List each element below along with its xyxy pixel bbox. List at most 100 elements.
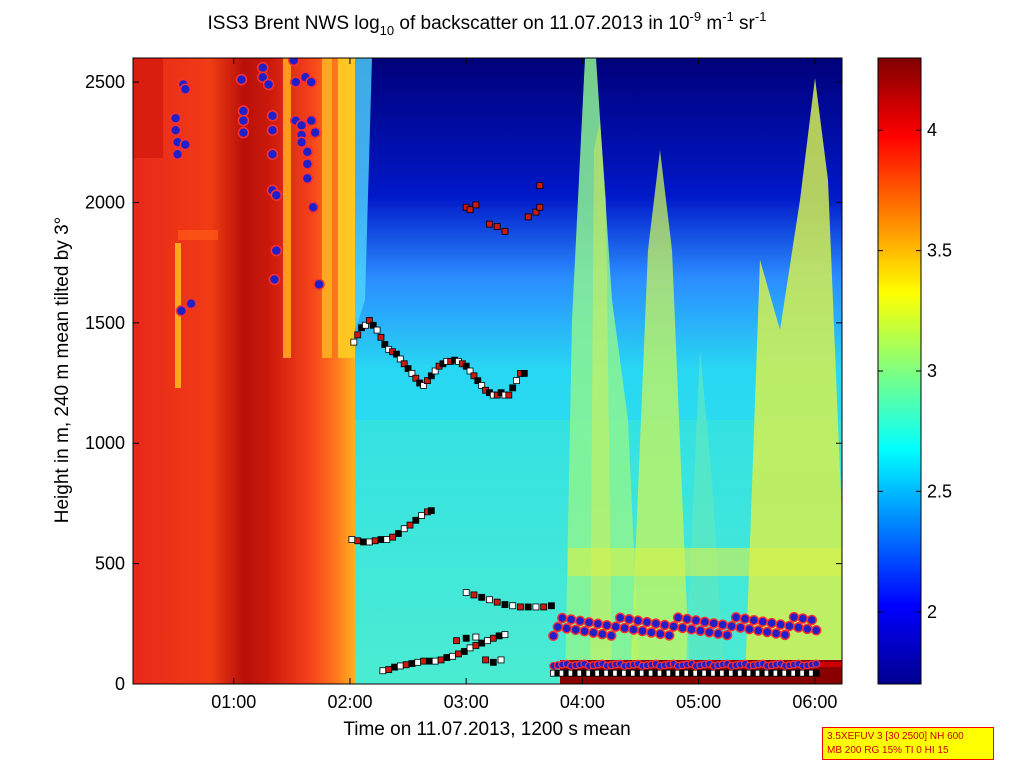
scatter-square bbox=[484, 637, 491, 645]
scatter-dot bbox=[561, 623, 572, 634]
scatter-square bbox=[360, 538, 367, 546]
scatter-dot bbox=[592, 618, 604, 630]
scatter-dot bbox=[309, 126, 321, 139]
colorbar bbox=[877, 57, 922, 685]
scatter-square bbox=[486, 596, 493, 604]
scatter-dot bbox=[659, 619, 670, 631]
scatter-dot bbox=[726, 620, 737, 632]
scatter-square bbox=[391, 663, 398, 671]
scatter-dot bbox=[766, 617, 777, 629]
scatter-dot bbox=[268, 273, 281, 286]
x-tick-label: 04:00 bbox=[560, 692, 605, 712]
y-tick-label: 1000 bbox=[85, 433, 125, 453]
scatter-square bbox=[472, 642, 480, 649]
scatter-square bbox=[400, 525, 408, 533]
scatter-dot bbox=[632, 615, 644, 626]
scatter-square bbox=[365, 317, 373, 324]
scatter-square bbox=[520, 370, 528, 377]
scatter-dot bbox=[628, 624, 639, 635]
scatter-square bbox=[396, 355, 404, 363]
scatter-square bbox=[532, 603, 540, 611]
scatter-dot bbox=[744, 623, 755, 635]
scatter-dot bbox=[650, 618, 662, 629]
scatter-dot bbox=[788, 611, 800, 623]
scatter-dot bbox=[301, 158, 314, 170]
scatter-square bbox=[437, 656, 445, 664]
scatter-square bbox=[478, 593, 486, 601]
scatter-square bbox=[486, 220, 493, 228]
plume-4 bbox=[745, 78, 842, 684]
y-tick-label: 1500 bbox=[85, 313, 125, 333]
settings-info-box: 3.5XEFUV 3 [30 2500] NH 600 MB 200 RG 15… bbox=[822, 727, 994, 760]
scatter-square bbox=[812, 669, 820, 677]
scatter-dot bbox=[717, 619, 728, 631]
yellow-strip bbox=[568, 548, 842, 576]
scatter-dot bbox=[708, 618, 720, 629]
scatter-dot bbox=[690, 615, 702, 626]
scatter-square bbox=[524, 213, 532, 221]
scatter-dot bbox=[704, 626, 715, 638]
scatter-square bbox=[400, 360, 408, 368]
y-tick-label: 500 bbox=[95, 554, 125, 574]
scatter-dot bbox=[619, 622, 630, 634]
orange-strip bbox=[283, 58, 291, 358]
info-line-1: 3.5XEFUV 3 [30 2500] NH 600 bbox=[827, 731, 964, 742]
scatter-square bbox=[497, 656, 505, 664]
scatter-square bbox=[408, 660, 416, 667]
scatter-square bbox=[472, 201, 480, 209]
scatter-dot bbox=[295, 136, 308, 149]
scatter-dot bbox=[739, 613, 751, 625]
scatter-dot bbox=[570, 624, 581, 636]
x-tick-label: 06:00 bbox=[792, 692, 837, 712]
scatter-square bbox=[493, 223, 501, 230]
scatter-dot bbox=[614, 612, 626, 624]
scatter-dot bbox=[301, 146, 314, 158]
scatter-dot bbox=[185, 297, 197, 310]
scatter-square bbox=[404, 365, 412, 372]
scatter-dot bbox=[266, 110, 279, 122]
scatter-dot bbox=[810, 625, 822, 636]
y-tick-label: 2500 bbox=[85, 72, 125, 92]
scatter-dot bbox=[179, 83, 192, 96]
scatter-square bbox=[509, 384, 517, 392]
scatter-square bbox=[412, 374, 420, 382]
scatter-square bbox=[365, 538, 373, 546]
plot-frame bbox=[132, 57, 843, 685]
scatter-square bbox=[540, 603, 548, 611]
scatter-square bbox=[412, 516, 420, 524]
scatter-dot bbox=[266, 124, 279, 136]
scatter-square bbox=[414, 658, 422, 666]
scatter-square bbox=[348, 536, 356, 543]
x-tick-label: 05:00 bbox=[676, 692, 721, 712]
scatter-square bbox=[373, 326, 381, 334]
scatter-square bbox=[377, 333, 385, 341]
scatter-dot bbox=[169, 112, 182, 124]
scatter-dot bbox=[574, 615, 586, 627]
scatter-dot bbox=[712, 628, 724, 639]
heatmap-field bbox=[133, 58, 842, 684]
scatter-square bbox=[427, 372, 435, 380]
scatter-square bbox=[431, 367, 439, 375]
scatter-square bbox=[513, 377, 520, 385]
scatter-square bbox=[453, 637, 460, 645]
scatter-dot bbox=[637, 625, 648, 637]
scatter-dot bbox=[305, 76, 317, 88]
scatter-square bbox=[443, 654, 451, 661]
scatter-square bbox=[532, 208, 540, 216]
scatter-square bbox=[482, 656, 489, 664]
scatter-square bbox=[385, 666, 393, 673]
red-left-region bbox=[133, 58, 355, 684]
scatter-square bbox=[455, 650, 462, 658]
scatter-square bbox=[501, 601, 509, 608]
scatter-dot bbox=[237, 114, 250, 127]
colorbar-tick-label: 3.5 bbox=[927, 241, 952, 261]
scatter-dot bbox=[779, 629, 791, 641]
scatter-square bbox=[462, 362, 470, 370]
scatter-square bbox=[424, 377, 431, 385]
scatter-dot bbox=[305, 114, 317, 127]
scatter-dot bbox=[548, 630, 559, 642]
orange-strip-2 bbox=[322, 58, 332, 358]
colorbar-tick-label: 4 bbox=[927, 120, 937, 140]
scatter-dot bbox=[257, 71, 269, 84]
scatter-square bbox=[394, 530, 402, 537]
